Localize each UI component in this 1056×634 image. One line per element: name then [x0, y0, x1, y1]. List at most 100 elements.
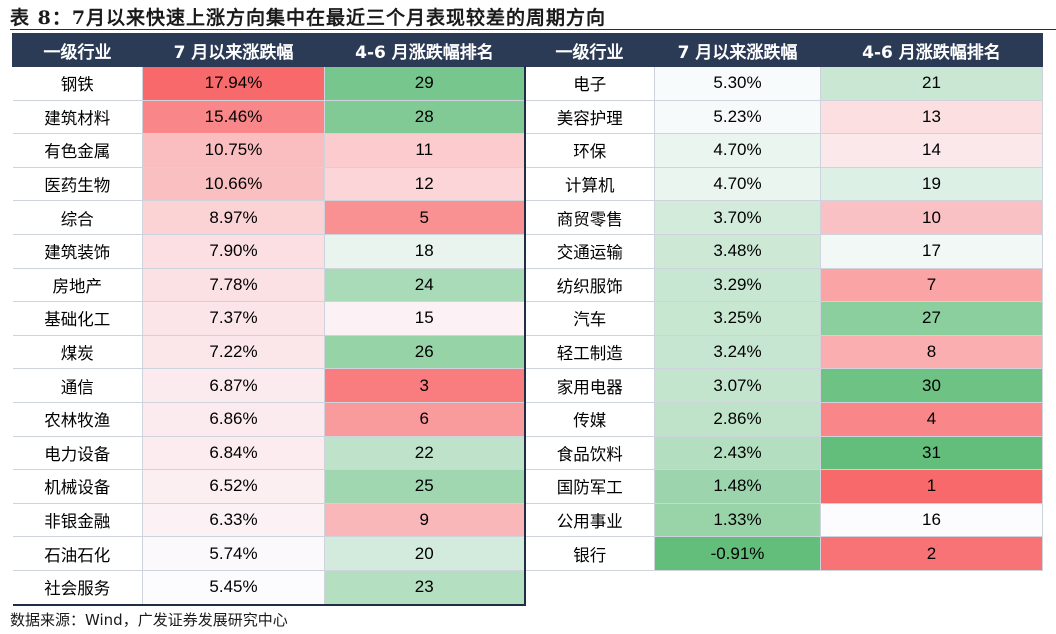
- cell-change: 6.86%: [142, 402, 325, 437]
- cell-industry: 银行: [524, 536, 655, 571]
- cell-industry: 商贸零售: [524, 200, 655, 235]
- cell-industry: 纺织服饰: [524, 268, 655, 303]
- source-note: 数据来源：Wind，广发证券发展研究中心: [10, 611, 288, 629]
- cell-change: 1.48%: [654, 469, 821, 504]
- table-row: 通信 6.87% 3 家用电器 3.07% 30: [12, 368, 1043, 403]
- cell-change: 3.25%: [654, 301, 821, 336]
- table-body: 钢铁 17.94% 29 电子 5.30% 21 建筑材料 15.46% 28 美容护理 5.23%…: [12, 66, 1043, 606]
- table-row: 电力设备 6.84% 22 食品饮料 2.43% 31: [12, 436, 1043, 471]
- table-row: 钢铁 17.94% 29 电子 5.30% 21: [12, 66, 1043, 101]
- cell-rank: 28: [324, 100, 526, 135]
- cell-change: 3.24%: [654, 335, 821, 370]
- cell-industry: 非银金融: [12, 503, 143, 538]
- table-row: 医药生物 10.66% 12 计算机 4.70% 19: [12, 167, 1043, 202]
- cell-rank: 21: [820, 66, 1043, 101]
- cell-rank: 12: [324, 167, 526, 202]
- cell-change: 4.70%: [654, 167, 821, 202]
- cell-change: 2.43%: [654, 436, 821, 471]
- cell-change: 5.45%: [142, 570, 325, 606]
- empty-cell: [820, 570, 1043, 605]
- cell-industry: 石油石化: [12, 536, 143, 571]
- cell-industry: 传媒: [524, 402, 655, 437]
- cell-rank: 6: [324, 402, 526, 437]
- header-rank-right: 4-6 月涨跌幅排名: [820, 33, 1043, 67]
- table-row: 基础化工 7.37% 15 汽车 3.25% 27: [12, 301, 1043, 336]
- cell-change: 5.30%: [654, 66, 821, 101]
- cell-industry: 综合: [12, 200, 143, 235]
- cell-industry: 基础化工: [12, 301, 143, 336]
- cell-industry: 交通运输: [524, 234, 655, 269]
- cell-rank: 31: [820, 436, 1043, 471]
- cell-change: 7.90%: [142, 234, 325, 269]
- cell-change: 5.74%: [142, 536, 325, 571]
- cell-industry: 医药生物: [12, 167, 143, 202]
- header-change-left: 7 月以来涨跌幅: [142, 33, 325, 67]
- cell-change: 17.94%: [142, 66, 325, 101]
- cell-change: 6.87%: [142, 368, 325, 403]
- cell-rank: 18: [324, 234, 526, 269]
- table-row: 有色金属 10.75% 11 环保 4.70% 14: [12, 133, 1043, 168]
- cell-change: 7.22%: [142, 335, 325, 370]
- cell-rank: 19: [820, 167, 1043, 202]
- cell-rank: 10: [820, 200, 1043, 235]
- table-row: 建筑装饰 7.90% 18 交通运输 3.48% 17: [12, 234, 1043, 269]
- header-industry-left: 一级行业: [12, 33, 143, 67]
- table-row: 煤炭 7.22% 26 轻工制造 3.24% 8: [12, 335, 1043, 370]
- table-row: 机械设备 6.52% 25 国防军工 1.48% 1: [12, 469, 1043, 504]
- cell-change: 10.66%: [142, 167, 325, 202]
- cell-rank: 30: [820, 368, 1043, 403]
- cell-change: 2.86%: [654, 402, 821, 437]
- cell-rank: 17: [820, 234, 1043, 269]
- table-row: 综合 8.97% 5 商贸零售 3.70% 10: [12, 200, 1043, 235]
- cell-industry: 家用电器: [524, 368, 655, 403]
- cell-industry: 轻工制造: [524, 335, 655, 370]
- cell-change: 15.46%: [142, 100, 325, 135]
- cell-industry: 社会服务: [12, 570, 143, 606]
- header-industry-right: 一级行业: [524, 33, 655, 67]
- cell-industry: 公用事业: [524, 503, 655, 538]
- cell-industry: 电子: [524, 66, 655, 101]
- table-row: 农林牧渔 6.86% 6 传媒 2.86% 4: [12, 402, 1043, 437]
- cell-change: 5.23%: [654, 100, 821, 135]
- empty-cell: [654, 570, 821, 605]
- cell-industry: 机械设备: [12, 469, 143, 504]
- cell-rank: 2: [820, 536, 1043, 571]
- top-rule: [10, 29, 1056, 30]
- cell-change: 6.84%: [142, 436, 325, 471]
- cell-industry: 通信: [12, 368, 143, 403]
- empty-cell: [524, 570, 655, 605]
- cell-rank: 9: [324, 503, 526, 538]
- table-row: 建筑材料 15.46% 28 美容护理 5.23% 13: [12, 100, 1043, 135]
- cell-change: 10.75%: [142, 133, 325, 168]
- cell-change: -0.91%: [654, 536, 821, 571]
- table-title: 表 8：7月以来快速上涨方向集中在最近三个月表现较差的周期方向: [10, 7, 607, 29]
- cell-change: 7.37%: [142, 301, 325, 336]
- cell-change: 3.70%: [654, 200, 821, 235]
- cell-industry: 美容护理: [524, 100, 655, 135]
- cell-industry: 有色金属: [12, 133, 143, 168]
- table-row: 房地产 7.78% 24 纺织服饰 3.29% 7: [12, 268, 1043, 303]
- cell-change: 7.78%: [142, 268, 325, 303]
- cell-industry: 房地产: [12, 268, 143, 303]
- cell-change: 6.33%: [142, 503, 325, 538]
- cell-industry: 煤炭: [12, 335, 143, 370]
- header-change-right: 7 月以来涨跌幅: [654, 33, 821, 67]
- cell-change: 3.48%: [654, 234, 821, 269]
- cell-rank: 8: [820, 335, 1043, 370]
- cell-industry: 钢铁: [12, 66, 143, 101]
- cell-rank: 24: [324, 268, 526, 303]
- cell-rank: 27: [820, 301, 1043, 336]
- cell-industry: 建筑材料: [12, 100, 143, 135]
- header-row: 一级行业 7 月以来涨跌幅 4-6 月涨跌幅排名 一级行业 7 月以来涨跌幅 4…: [12, 33, 1043, 67]
- cell-change: 1.33%: [654, 503, 821, 538]
- cell-industry: 食品饮料: [524, 436, 655, 471]
- cell-rank: 25: [324, 469, 526, 504]
- cell-industry: 环保: [524, 133, 655, 168]
- cell-rank: 23: [324, 570, 526, 606]
- cell-change: 8.97%: [142, 200, 325, 235]
- cell-rank: 22: [324, 436, 526, 471]
- cell-industry: 汽车: [524, 301, 655, 336]
- cell-industry: 计算机: [524, 167, 655, 202]
- cell-rank: 4: [820, 402, 1043, 437]
- cell-rank: 5: [324, 200, 526, 235]
